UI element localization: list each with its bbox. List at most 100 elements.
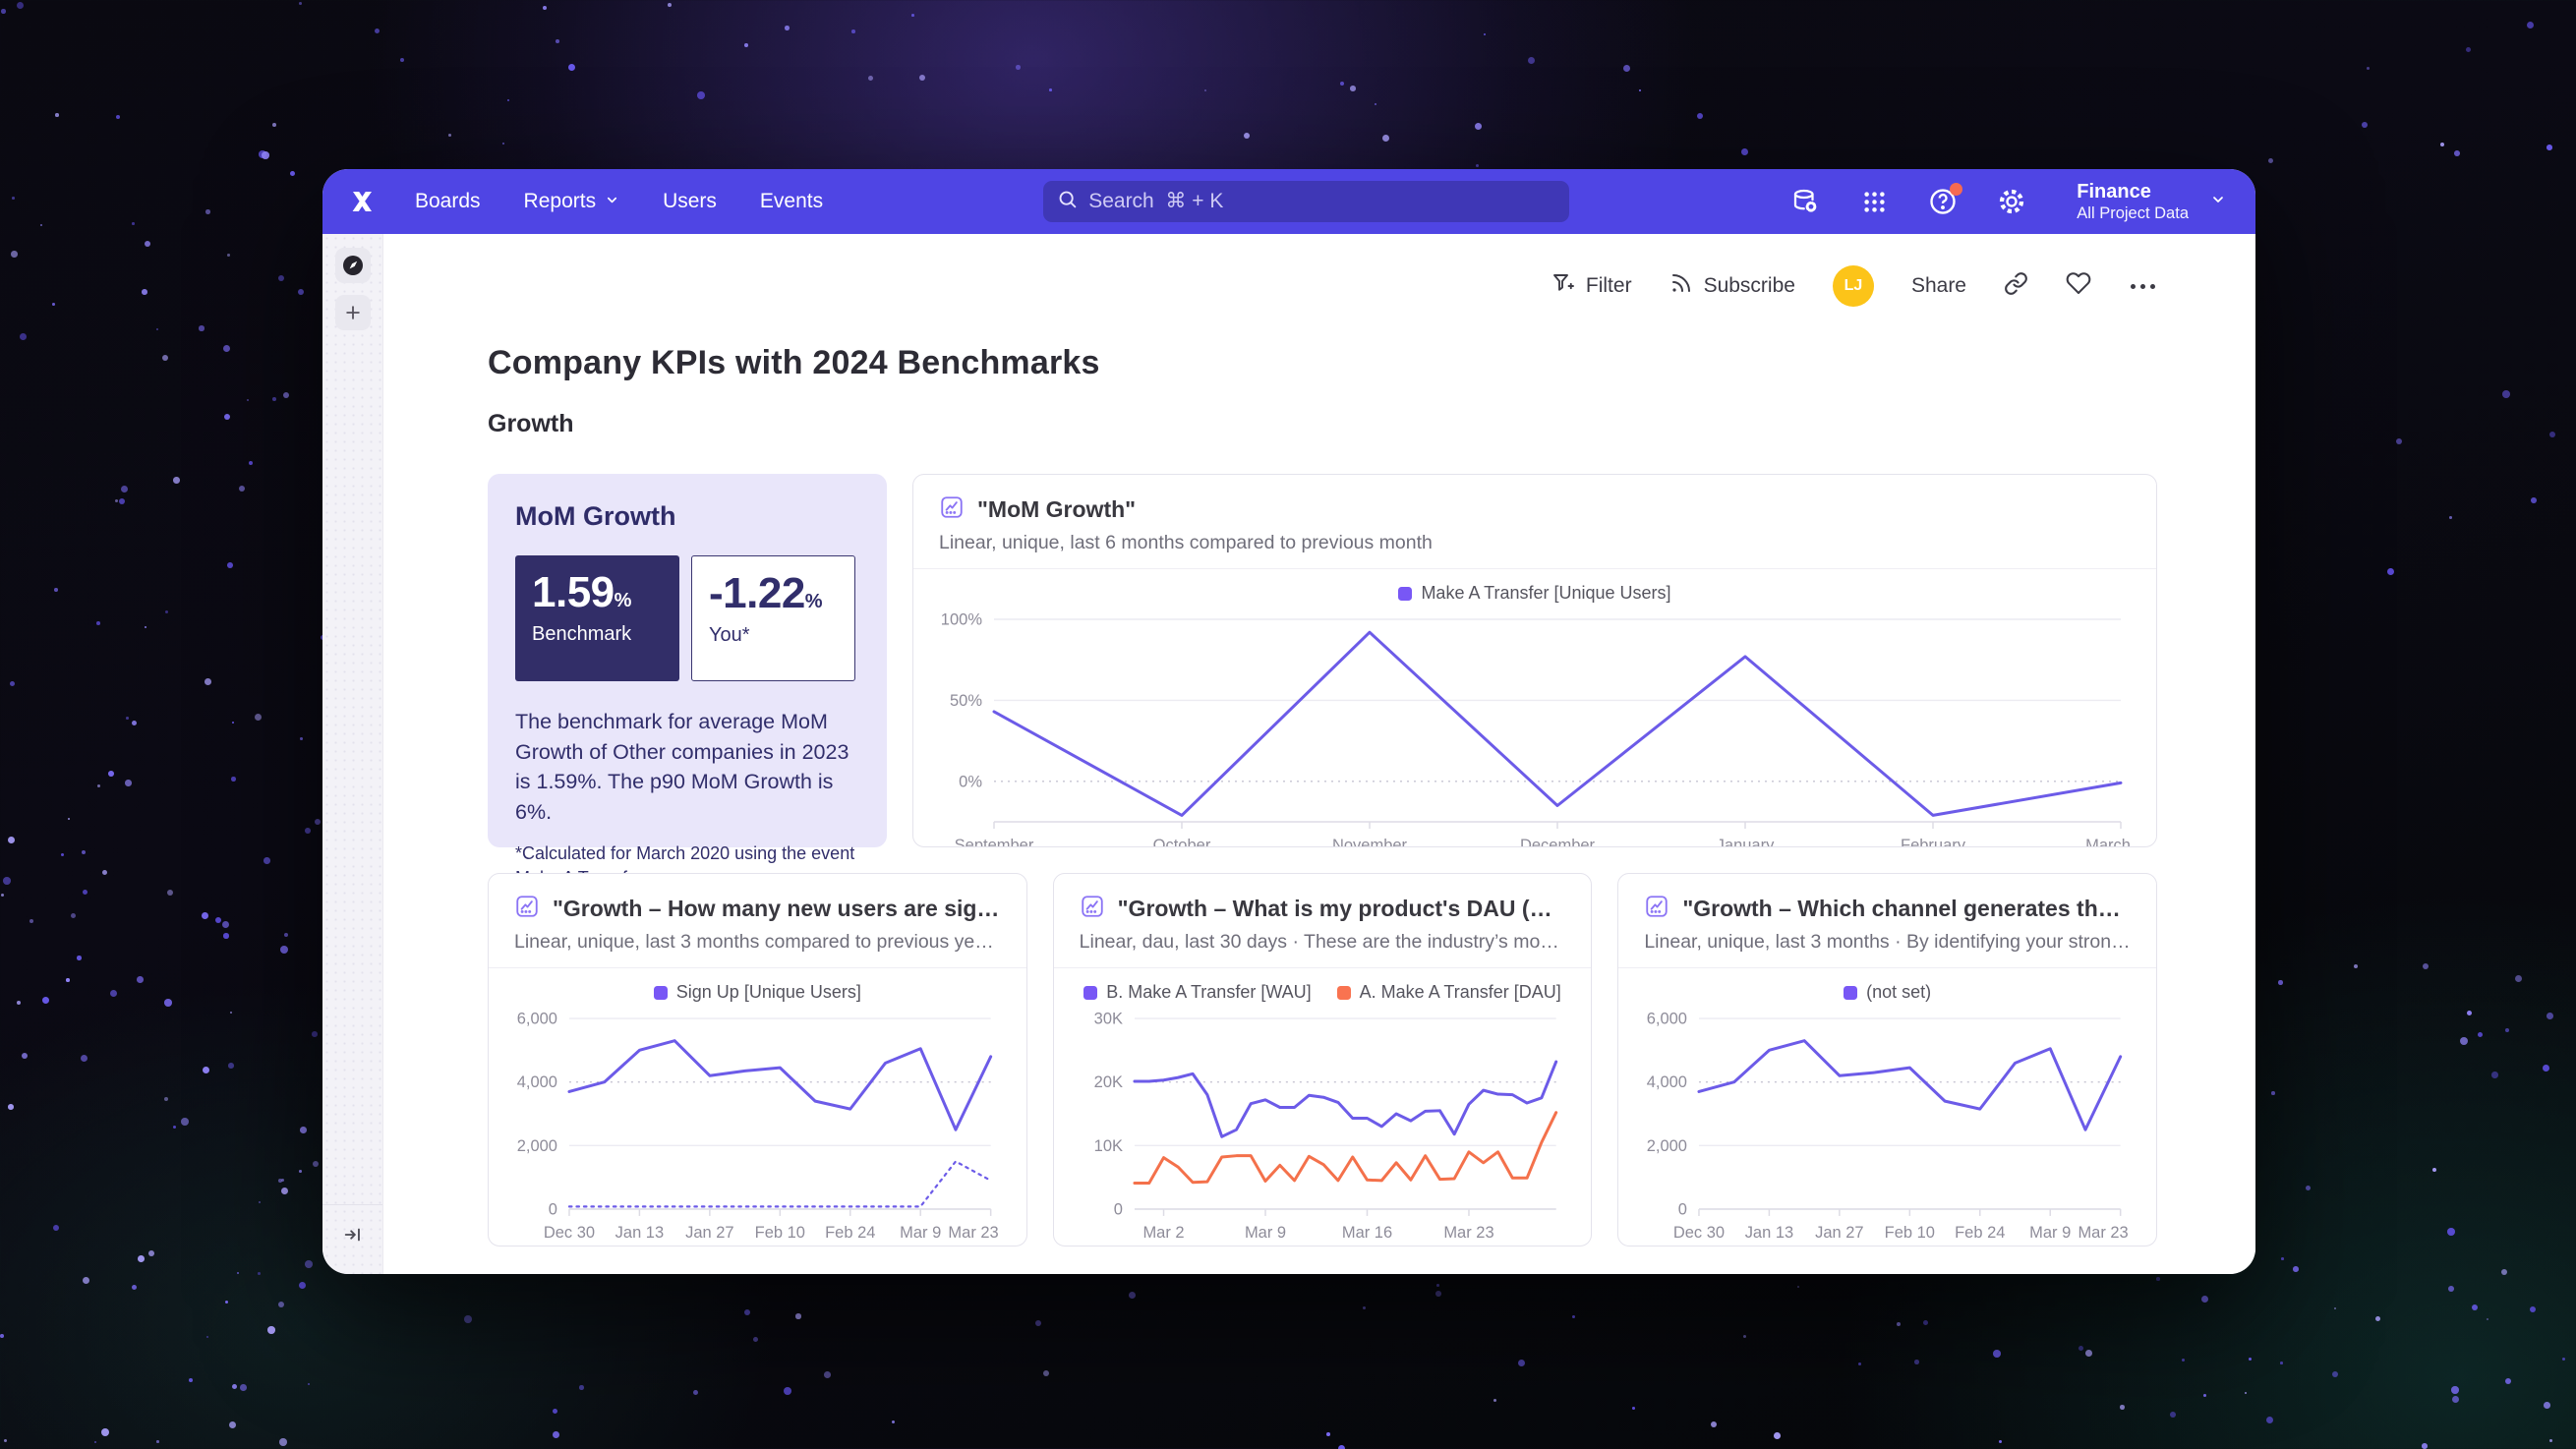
svg-text:2,000: 2,000 [517,1137,557,1155]
svg-text:January: January [1717,837,1775,847]
chart-subtitle: Linear, unique, last 3 months compared t… [514,931,1001,953]
avatar[interactable]: LJ [1832,265,1874,307]
dau-line-chart: 30K 20K 10K 0 Mar 2 Mar 9 Mar 16 Mar 23 [1093,1011,1557,1242]
legend-swatch [1398,586,1413,601]
legend-swatch [1844,985,1858,1000]
search-wrap [823,181,1789,222]
app-window: Boards Reports Users Events [322,169,2255,1274]
svg-text:Mar 23: Mar 23 [948,1224,998,1242]
chart-legend: Make A Transfer [Unique Users] [937,583,2133,604]
svg-text:0%: 0% [959,773,982,790]
chart-card-signup-channel[interactable]: "Growth – Which channel generates the mo… [1617,873,2157,1246]
legend-item[interactable]: A. Make A Transfer [DAU] [1336,982,1561,1003]
copy-link-button[interactable] [2004,271,2028,302]
svg-text:Feb 24: Feb 24 [1955,1224,2005,1242]
section-title-growth: Growth [488,410,574,437]
filter-button[interactable]: Filter [1551,271,1632,301]
chart-card-mom-growth[interactable]: "MoM Growth" Linear, unique, last 6 mont… [912,474,2157,847]
apps-grid-icon[interactable] [1858,186,1890,217]
svg-text:0: 0 [549,1200,557,1218]
nav-item-boards[interactable]: Boards [415,190,481,212]
chart-subtitle: Linear, unique, last 3 months · By ident… [1644,931,2131,953]
sidebar-divider [322,1204,382,1205]
notification-dot [1950,183,1963,196]
page-title: Company KPIs with 2024 Benchmarks [488,344,1100,381]
chart-legend: (not set) [1642,982,2133,1003]
svg-text:Mar 23: Mar 23 [1443,1224,1493,1242]
chart-subtitle: Linear, dau, last 30 days · These are th… [1079,931,1566,953]
search-input[interactable] [1088,190,1556,213]
legend-swatch [1083,985,1098,1000]
settings-gear-icon[interactable] [1996,186,2027,217]
svg-text:6,000: 6,000 [517,1011,557,1028]
project-scope: All Project Data [2077,204,2189,222]
project-selector[interactable]: Finance All Project Data [2077,180,2226,223]
line-chart-report-icon [1080,894,1105,924]
svg-text:Feb 24: Feb 24 [825,1224,875,1242]
svg-text:Mar 9: Mar 9 [900,1224,941,1242]
mom-growth-benchmark-card[interactable]: MoM Growth 1.59% Benchmark -1.22% You* T… [488,474,887,888]
legend-item[interactable]: Sign Up [Unique Users] [653,982,861,1003]
line-chart-report-icon [939,494,965,525]
new-users-line-chart: 6,000 4,000 2,000 0 Dec 30 Jan 13 Jan 27 Feb 10… [517,1011,999,1242]
legend-item[interactable]: B. Make A Transfer [WAU] [1083,982,1312,1003]
legend-item[interactable]: Make A Transfer [Unique Users] [1398,583,1671,604]
favorite-button[interactable] [2066,270,2091,302]
svg-text:Mar 9: Mar 9 [1245,1224,1286,1242]
add-button[interactable] [334,295,371,330]
legend-item[interactable]: (not set) [1844,982,1931,1003]
chart-title: "Growth – How many new users are signing… [553,896,1001,921]
svg-text:20K: 20K [1093,1073,1122,1091]
svg-text:Dec 30: Dec 30 [544,1224,595,1242]
nav-menu: Boards Reports Users Events [415,190,823,213]
more-options-button[interactable] [2129,278,2157,295]
svg-text:10K: 10K [1093,1137,1122,1155]
chevron-down-icon [605,190,619,213]
svg-text:0: 0 [1113,1200,1122,1218]
svg-text:Mar 2: Mar 2 [1142,1224,1184,1242]
chart-legend: B. Make A Transfer [WAU] A. Make A Transf… [1078,982,1568,1003]
svg-text:30K: 30K [1093,1011,1122,1028]
svg-text:2,000: 2,000 [1647,1137,1687,1155]
nav-item-reports[interactable]: Reports [524,190,620,213]
nav-item-events[interactable]: Events [759,190,824,212]
link-icon [2004,271,2028,302]
share-button[interactable]: Share [1910,274,1966,297]
svg-text:Jan 13: Jan 13 [1745,1224,1793,1242]
svg-text:March: March [2085,837,2131,847]
svg-text:Jan 27: Jan 27 [685,1224,733,1242]
svg-text:September: September [955,837,1034,847]
left-sidebar [322,234,383,1274]
signup-channel-line-chart: 6,000 4,000 2,000 0 Dec 30 Jan 13 Jan 27 Feb 10… [1647,1011,2129,1242]
svg-text:4,000: 4,000 [517,1073,557,1091]
explore-compass-button[interactable] [334,248,371,283]
svg-text:0: 0 [1678,1200,1687,1218]
chart-card-new-users[interactable]: "Growth – How many new users are signing… [488,873,1027,1246]
rss-icon [1669,271,1693,301]
svg-text:Jan 27: Jan 27 [1815,1224,1863,1242]
subscribe-button[interactable]: Subscribe [1669,271,1795,301]
svg-text:Mar 16: Mar 16 [1342,1224,1392,1242]
svg-text:October: October [1153,837,1211,847]
board-toolbar: Filter Subscribe LJ Share [488,265,2157,307]
help-icon[interactable] [1927,183,1963,217]
svg-text:4,000: 4,000 [1647,1073,1687,1091]
svg-text:Mar 23: Mar 23 [2078,1224,2129,1242]
chart-card-dau[interactable]: "Growth – What is my product's DAU (Dai l… [1052,873,1593,1246]
svg-text:December: December [1520,837,1596,847]
svg-text:6,000: 6,000 [1647,1011,1687,1028]
search-bar[interactable] [1043,181,1570,222]
svg-text:November: November [1332,837,1408,847]
chart-title: "Growth – Which channel generates the mo… [1682,896,2131,921]
mixpanel-logo-icon[interactable] [346,185,380,218]
legend-swatch [653,985,668,1000]
nav-item-users[interactable]: Users [663,190,717,212]
top-nav: Boards Reports Users Events [322,169,2255,234]
expand-sidebar-button[interactable] [335,1217,371,1252]
svg-text:February: February [1901,837,1966,847]
svg-text:Dec 30: Dec 30 [1673,1224,1725,1242]
benchmark-card-title: MoM Growth [515,501,676,531]
line-chart-report-icon [1644,894,1669,924]
mom-growth-line-chart: 100% 50% 0% September October November Decembe… [941,611,2131,847]
data-management-icon[interactable] [1789,186,1821,217]
